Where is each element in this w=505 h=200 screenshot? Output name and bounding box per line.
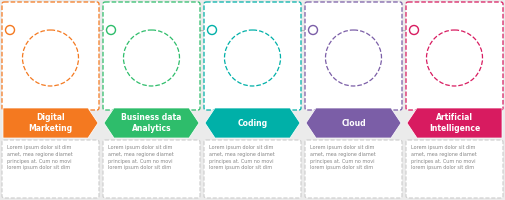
FancyBboxPatch shape [406,140,503,198]
Polygon shape [407,108,502,138]
FancyBboxPatch shape [204,140,301,198]
Text: Coding: Coding [237,118,268,128]
FancyBboxPatch shape [103,140,200,198]
Text: Business data
Analytics: Business data Analytics [121,113,182,133]
Text: Lorem ipsum dolor sit dim
amet, mea regione diamet
principes at. Cum no movi
lor: Lorem ipsum dolor sit dim amet, mea regi… [108,145,174,170]
Polygon shape [306,108,401,138]
Text: Lorem ipsum dolor sit dim
amet, mea regione diamet
principes at. Cum no movi
lor: Lorem ipsum dolor sit dim amet, mea regi… [209,145,275,170]
Text: Lorem ipsum dolor sit dim
amet, mea regione diamet
principes at. Cum no movi
lor: Lorem ipsum dolor sit dim amet, mea regi… [411,145,477,170]
FancyBboxPatch shape [103,2,200,110]
FancyBboxPatch shape [204,2,301,110]
Polygon shape [3,108,98,138]
Circle shape [6,25,15,34]
Text: Lorem ipsum dolor sit dim
amet, mea regione diamet
principes at. Cum no movi
lor: Lorem ipsum dolor sit dim amet, mea regi… [310,145,376,170]
FancyBboxPatch shape [305,2,402,110]
Circle shape [309,25,318,34]
Text: Digital
Marketing: Digital Marketing [28,113,73,133]
FancyBboxPatch shape [2,2,99,110]
FancyBboxPatch shape [2,140,99,198]
Text: Artificial
Intelligence: Artificial Intelligence [429,113,480,133]
Text: Cloud: Cloud [341,118,366,128]
Polygon shape [205,108,300,138]
Circle shape [410,25,419,34]
Circle shape [208,25,217,34]
Polygon shape [104,108,199,138]
FancyBboxPatch shape [406,2,503,110]
Circle shape [107,25,116,34]
Text: Lorem ipsum dolor sit dim
amet, mea regione diamet
principes at. Cum no movi
lor: Lorem ipsum dolor sit dim amet, mea regi… [7,145,73,170]
FancyBboxPatch shape [305,140,402,198]
